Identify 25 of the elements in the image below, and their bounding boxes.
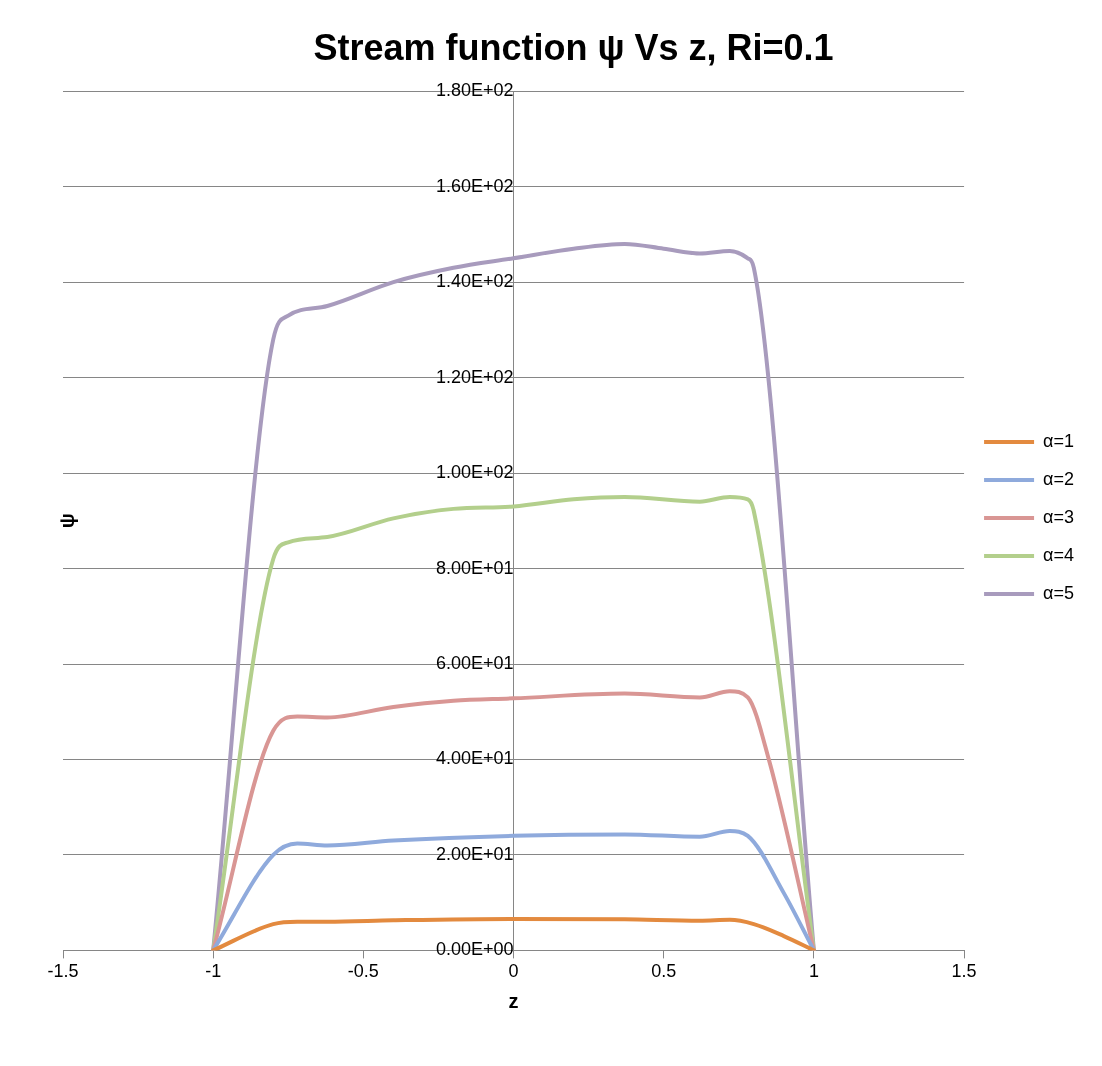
y-tick-label: 0.00E+00 [435,939,514,960]
x-tick-label: 0 [508,961,519,982]
y-tick-label: 8.00E+01 [435,557,514,578]
y-tick-label: 1.00E+02 [435,462,514,483]
legend-label: α=5 [1043,582,1075,603]
legend-label: α=2 [1043,468,1075,489]
x-tick-label: -1 [205,961,222,982]
y-tick-label: 2.00E+01 [435,843,514,864]
y-tick-label: 1.20E+02 [435,366,514,387]
x-tick-label: 1.5 [951,961,977,982]
x-tick-label: -0.5 [347,961,379,982]
y-tick-label: 1.60E+02 [435,175,514,196]
x-axis-title: z [508,989,519,1012]
y-tick-label: 1.80E+02 [435,80,514,101]
legend-label: α=1 [1043,430,1075,451]
legend-label: α=4 [1043,544,1075,565]
x-tick-label: 0.5 [651,961,677,982]
y-tick-label: 6.00E+01 [435,652,514,673]
y-tick-label: 4.00E+01 [435,748,514,769]
x-tick-label: -1.5 [47,961,79,982]
chart-title: Stream function ψ Vs z, Ri=0.1 [313,26,834,68]
y-axis-title: ψ [55,513,78,529]
legend-label: α=3 [1043,506,1075,527]
y-tick-label: 1.40E+02 [435,271,514,292]
x-tick-label: 1 [808,961,819,982]
